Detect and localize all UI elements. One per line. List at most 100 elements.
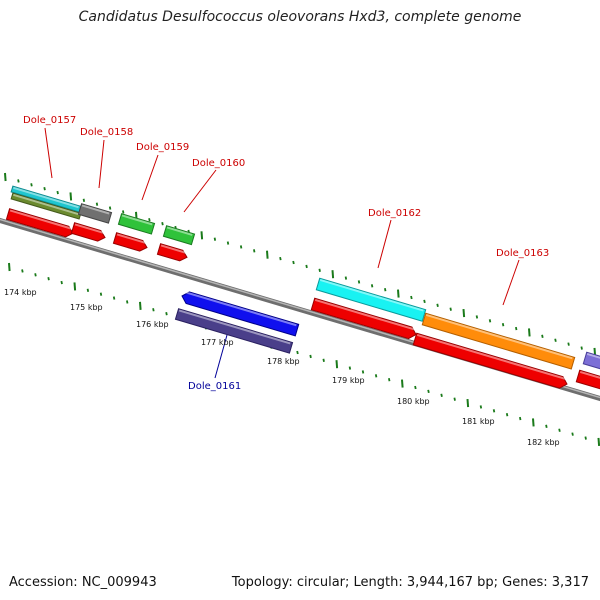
upper-tick <box>384 288 387 292</box>
upper-tick <box>122 210 125 214</box>
lower-tick <box>296 350 299 355</box>
gene-label-dole-0162[interactable]: Dole_0162 <box>368 208 421 219</box>
cds-bar-dole-0162[interactable] <box>310 297 417 340</box>
lower-tick <box>519 416 522 421</box>
upper-tick <box>488 319 492 323</box>
lower-tick <box>453 397 456 401</box>
cds-bar-dole-0157[interactable] <box>5 208 74 239</box>
lower-tick <box>21 269 24 273</box>
gene-bar-dole-0161-cds[interactable] <box>174 308 294 354</box>
lower-tick <box>597 437 600 446</box>
upper-tick <box>253 249 256 253</box>
gene-bar-dole-0158[interactable] <box>77 203 113 224</box>
upper-tick <box>56 190 59 195</box>
gene-bar-next[interactable] <box>582 351 600 371</box>
scale-label-179: 179 kbp <box>332 376 365 385</box>
gene-bar-dole-0157-b[interactable] <box>10 192 82 220</box>
gene-label-dole-0163[interactable]: Dole_0163 <box>496 248 549 259</box>
accession-text: Accession: NC_009943 <box>9 575 157 590</box>
upper-tick <box>436 303 439 307</box>
cds-bar-dole-0159[interactable] <box>112 232 148 253</box>
upper-tick <box>30 183 33 187</box>
callout-dole-0160 <box>183 169 217 213</box>
lower-tick <box>361 370 365 374</box>
upper-tick <box>148 218 151 222</box>
upper-tick <box>200 231 204 240</box>
lower-tick <box>139 301 142 310</box>
lower-tick <box>571 432 574 436</box>
upper-tick <box>239 245 243 249</box>
lower-tick <box>558 428 561 432</box>
lower-tick <box>73 282 77 291</box>
gene-labels: Dole_0157 Dole_0158 Dole_0159 Dole_0160 … <box>23 115 549 392</box>
callout-dole-0161 <box>214 334 228 379</box>
gene-label-dole-0161[interactable]: Dole_0161 <box>188 381 241 392</box>
upper-tick <box>580 346 583 350</box>
lower-tick <box>152 308 155 312</box>
lower-tick <box>126 300 129 304</box>
upper-tick <box>318 268 321 272</box>
scale-label-174: 174 kbp <box>4 288 37 297</box>
upper-tick <box>449 307 452 311</box>
upper-tick <box>567 342 570 346</box>
upper-tick <box>331 270 335 279</box>
upper-tick <box>528 328 531 337</box>
upper-tick <box>266 250 269 259</box>
gene-label-dole-0158[interactable]: Dole_0158 <box>80 127 133 138</box>
callout-dole-0158 <box>98 139 105 189</box>
upper-tick <box>344 276 348 280</box>
lower-tick <box>309 354 312 359</box>
lower-tick <box>401 379 404 388</box>
upper-tick <box>501 323 505 327</box>
upper-tick <box>17 179 20 183</box>
gene-label-dole-0159[interactable]: Dole_0159 <box>136 142 189 153</box>
upper-tick <box>515 326 518 331</box>
upper-tick <box>305 264 308 269</box>
lower-tick <box>492 409 496 413</box>
gene-label-dole-0157[interactable]: Dole_0157 <box>23 115 76 126</box>
upper-tick <box>462 308 466 318</box>
upper-tick <box>4 172 7 182</box>
upper-tick <box>423 299 426 304</box>
scale-label-180: 180 kbp <box>397 397 430 406</box>
cds-bar-dole-0158[interactable] <box>70 222 106 243</box>
lower-tick <box>60 280 63 285</box>
topology-text: Topology: circular; Length: 3,944,167 bp… <box>231 575 589 590</box>
upper-scale-ticks <box>4 172 597 356</box>
lower-tick <box>466 398 470 408</box>
cds-bar-dole-0160[interactable] <box>156 243 188 263</box>
lower-tick <box>440 393 443 397</box>
gene-bar-dole-0161[interactable] <box>180 290 300 337</box>
cds-bar-dole-0163[interactable] <box>412 332 568 390</box>
upper-tick <box>95 202 99 206</box>
gene-bar-dole-0159[interactable] <box>117 213 156 235</box>
scale-labels: 174 kbp 175 kbp 176 kbp 177 kbp 178 kbp … <box>4 288 560 447</box>
lower-tick <box>348 366 352 370</box>
lower-tick <box>165 311 168 316</box>
scale-label-181: 181 kbp <box>462 417 495 426</box>
upper-tick <box>226 241 230 245</box>
scale-label-175: 175 kbp <box>70 303 103 312</box>
gene-bar-dole-0163[interactable] <box>421 312 576 370</box>
lower-tick <box>47 276 50 281</box>
lower-tick <box>86 288 90 292</box>
upper-tick <box>292 260 295 265</box>
upper-tick <box>357 280 361 284</box>
gene-bar-dole-0162[interactable] <box>315 277 427 322</box>
callout-dole-0159 <box>141 154 159 201</box>
lower-tick <box>112 296 116 300</box>
upper-tick <box>108 206 112 210</box>
lower-tick <box>505 413 509 417</box>
upper-tick <box>213 237 217 241</box>
upper-tick <box>69 192 73 201</box>
upper-tick <box>370 284 374 288</box>
scale-label-176: 176 kbp <box>136 320 169 329</box>
lower-tick <box>414 385 417 390</box>
gene-label-dole-0160[interactable]: Dole_0160 <box>192 158 245 169</box>
gene-bar-dole-0160[interactable] <box>162 225 196 246</box>
scale-label-182: 182 kbp <box>527 438 560 447</box>
upper-tick <box>410 295 413 300</box>
cds-bar-next[interactable] <box>575 369 600 391</box>
lower-scale-ticks <box>8 262 600 446</box>
